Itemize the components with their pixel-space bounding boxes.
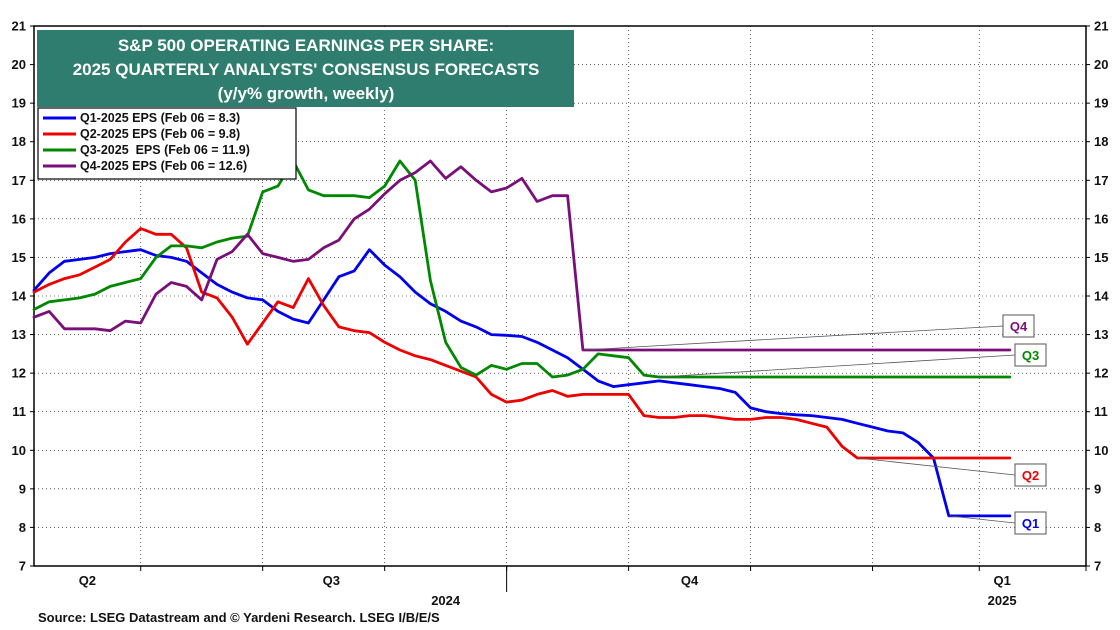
tag-box-q1 <box>1014 511 1047 535</box>
y-tick-label-right: 20 <box>1094 57 1108 72</box>
y-tick-label-left: 9 <box>19 481 26 496</box>
y-tick-label-right: 9 <box>1094 481 1101 496</box>
legend-label-q4: Q4-2025 EPS (Feb 06 = 12.6) <box>80 159 247 173</box>
y-tick-label-left: 19 <box>12 96 26 111</box>
tag-label-q2: Q2 <box>1022 468 1039 483</box>
tag-leader-q3 <box>659 354 1016 378</box>
x-tick-label: Q1 <box>993 573 1010 588</box>
y-tick-label-left: 13 <box>12 327 26 342</box>
y-tick-label-left: 15 <box>12 250 26 265</box>
gridlines <box>34 26 1087 566</box>
x-year-label: 2025 <box>988 593 1017 608</box>
title-line-2: 2025 QUARTERLY ANALYSTS' CONSENSUS FOREC… <box>73 60 540 79</box>
tag-label-q3: Q3 <box>1022 348 1039 363</box>
source-note: Source: LSEG Datastream and © Yardeni Re… <box>38 610 440 625</box>
legend-label-q3: Q3-2025 EPS (Feb 06 = 11.9) <box>80 143 250 157</box>
y-tick-label-right: 14 <box>1094 289 1109 304</box>
x-axis: Q2 Q3 Q4 Q1 2024 2025 <box>79 566 1087 608</box>
series-line-q1 <box>32 248 1012 518</box>
x-tick-label: Q3 <box>323 573 340 588</box>
series-line-q4 <box>32 159 1012 352</box>
y-tick-label-left: 21 <box>12 19 26 34</box>
y-tick-label-right: 11 <box>1094 404 1108 419</box>
tag-leader-q2 <box>857 457 1016 476</box>
tag-box-q2 <box>1014 463 1047 487</box>
title-line-1: S&P 500 OPERATING EARNINGS PER SHARE: <box>118 36 494 55</box>
y-tick-label-right: 18 <box>1094 134 1108 149</box>
y-tick-label-left: 20 <box>12 57 26 72</box>
y-tick-label-right: 12 <box>1094 366 1108 381</box>
y-tick-label-right: 13 <box>1094 327 1108 342</box>
y-tick-label-left: 7 <box>19 559 26 574</box>
y-tick-label-right: 19 <box>1094 96 1108 111</box>
series-lines <box>32 159 1012 518</box>
legend: Q1-2025 EPS (Feb 06 = 8.3) Q2-2025 EPS (… <box>37 107 297 180</box>
x-tick-label: Q2 <box>79 573 96 588</box>
y-tick-label-right: 17 <box>1094 173 1108 188</box>
legend-box <box>37 107 297 180</box>
tag-box-q4 <box>1002 314 1035 338</box>
legend-label-q2: Q2-2025 EPS (Feb 06 = 9.8) <box>80 127 240 141</box>
y-tick-label-right: 7 <box>1094 559 1101 574</box>
tag-box-q3 <box>1014 343 1047 367</box>
series-line-q2 <box>32 227 1012 460</box>
y-axis-right: 7 8 9 10 11 12 13 14 15 16 17 18 19 20 21 <box>1086 19 1109 574</box>
title-background <box>37 30 574 107</box>
y-tick-label-left: 17 <box>12 173 26 188</box>
tag-leader-q4 <box>582 325 1004 351</box>
y-tick-label-right: 21 <box>1094 19 1108 34</box>
y-tick-label-left: 18 <box>12 134 26 149</box>
y-tick-label-left: 10 <box>12 443 26 458</box>
tag-leader-q1 <box>948 515 1016 524</box>
x-tick-label: Q4 <box>681 573 699 588</box>
y-tick-label-left: 14 <box>12 289 27 304</box>
legend-label-q1: Q1-2025 EPS (Feb 06 = 8.3) <box>80 111 240 125</box>
title-box: S&P 500 OPERATING EARNINGS PER SHARE: 20… <box>37 30 574 107</box>
y-axis-left: 7 8 9 10 11 12 13 14 15 16 17 18 19 20 21 <box>12 19 34 574</box>
y-tick-label-left: 12 <box>12 366 26 381</box>
y-tick-label-right: 8 <box>1094 520 1101 535</box>
y-tick-label-right: 10 <box>1094 443 1108 458</box>
x-year-label: 2024 <box>431 593 461 608</box>
y-tick-label-left: 16 <box>12 211 26 226</box>
y-tick-label-right: 16 <box>1094 211 1108 226</box>
y-tick-label-right: 15 <box>1094 250 1108 265</box>
title-line-3: (y/y% growth, weekly) <box>218 84 395 103</box>
y-tick-label-left: 8 <box>19 520 26 535</box>
series-line-q3 <box>32 159 1012 379</box>
y-tick-label-left: 11 <box>12 404 26 419</box>
tag-label-q4: Q4 <box>1010 319 1028 334</box>
tag-label-q1: Q1 <box>1022 516 1039 531</box>
series-end-tags: Q1 Q2 Q3 Q4 <box>582 314 1047 535</box>
